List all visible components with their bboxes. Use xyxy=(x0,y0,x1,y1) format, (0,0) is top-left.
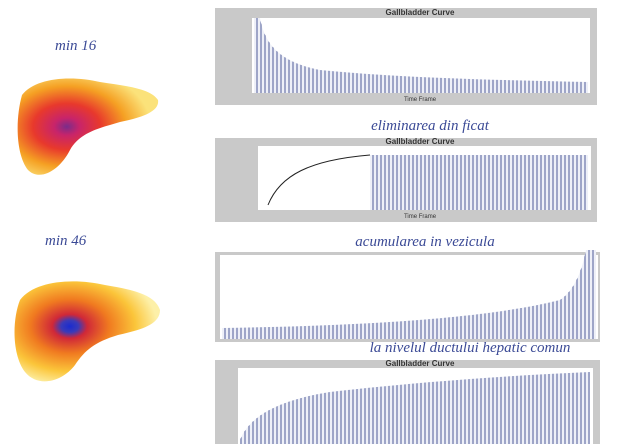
panel-title: Gallbladder Curve xyxy=(386,8,455,17)
panel-title: Gallbladder Curve xyxy=(386,137,455,146)
image-label: min 16 xyxy=(55,38,97,54)
image-label: min 46 xyxy=(45,233,87,249)
x-axis-label: Time Frame xyxy=(404,97,437,103)
caption: eliminarea din ficat xyxy=(371,118,490,134)
caption: acumularea in vezicula xyxy=(355,234,494,250)
caption: la nivelul ductului hepatic comun xyxy=(370,340,571,356)
panel-title: Gallbladder Curve xyxy=(386,359,455,368)
curve-bars xyxy=(370,155,588,210)
liver-image xyxy=(18,78,159,174)
liver-image xyxy=(15,281,160,381)
x-axis-label: Time Frame xyxy=(404,214,437,220)
scan-page: min 16 min 46 Gallbladder Curve Time Fra… xyxy=(0,0,619,444)
